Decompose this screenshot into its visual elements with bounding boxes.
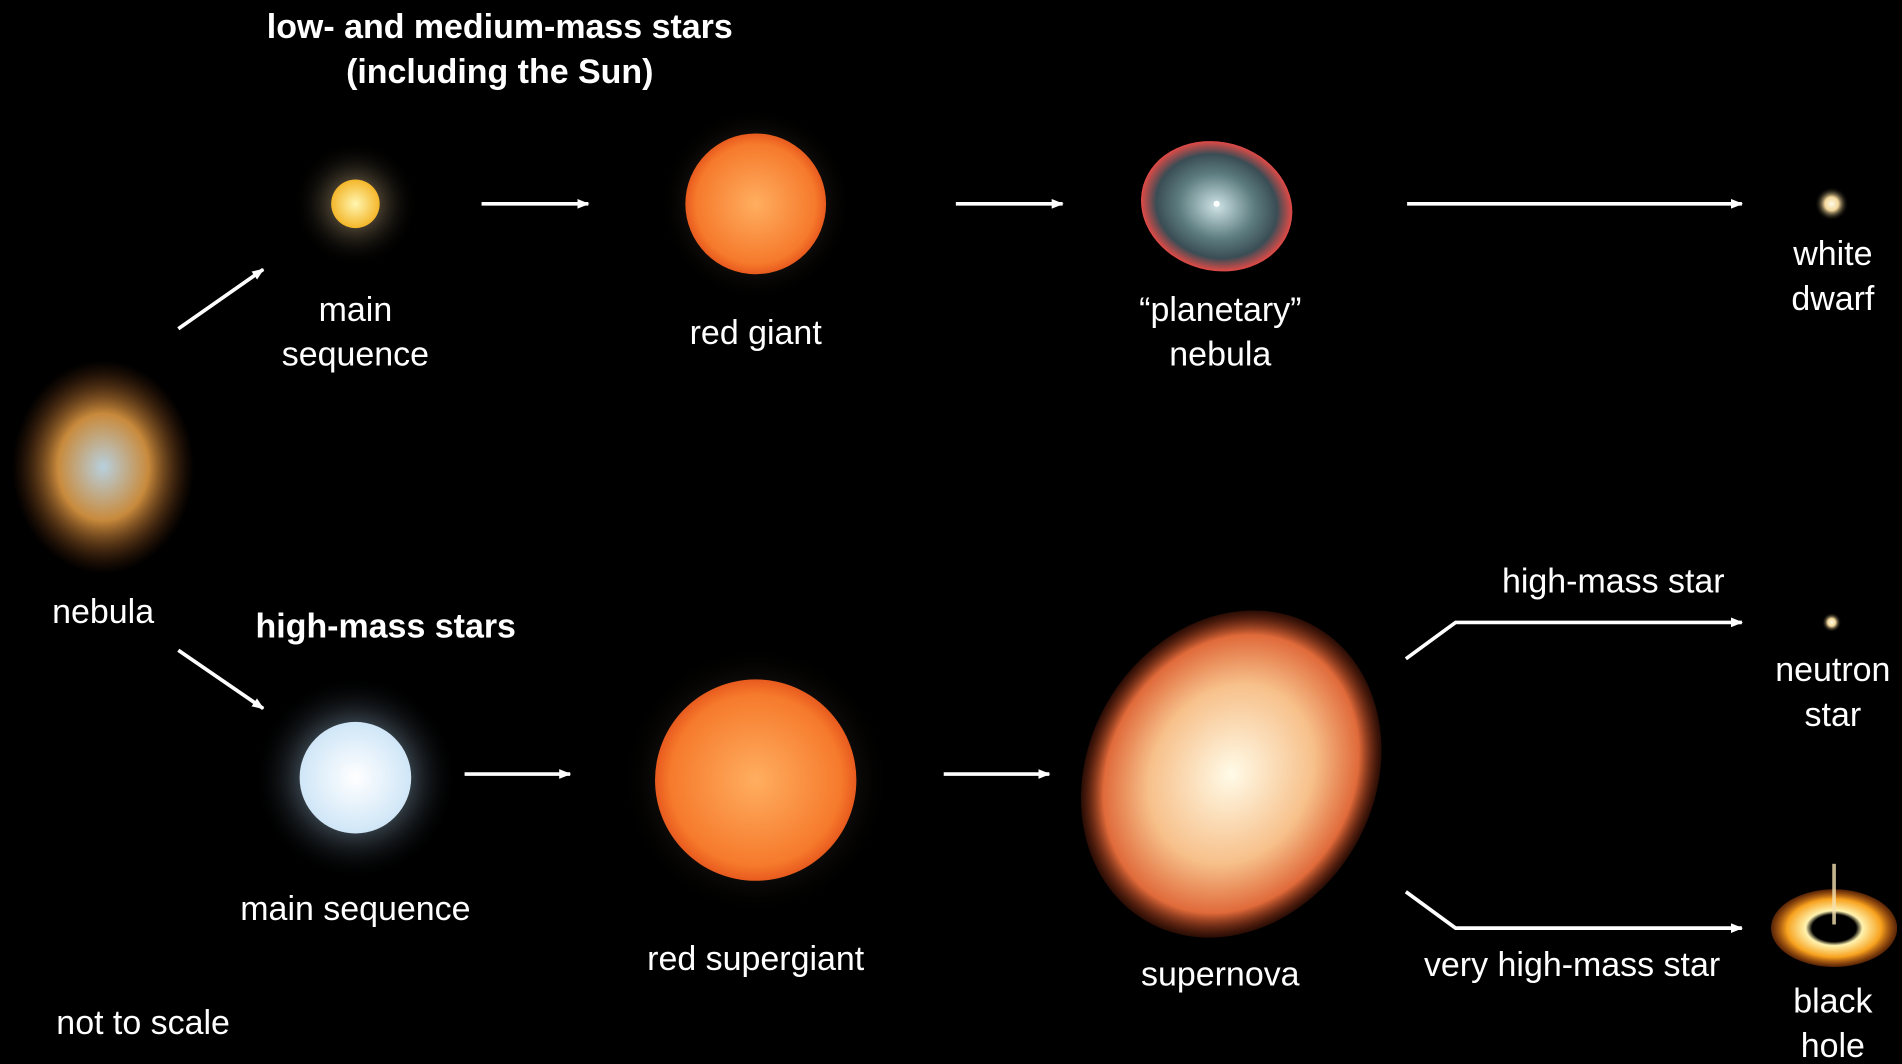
heading: high-mass stars <box>256 607 516 645</box>
node-label: neutron <box>1775 651 1890 689</box>
heading: (including the Sun) <box>346 53 653 91</box>
node-label: main sequence <box>240 890 470 928</box>
node-label: nebula <box>52 593 154 631</box>
node-label: sequence <box>282 336 429 374</box>
artwork <box>12 107 1897 993</box>
node-label: dwarf <box>1791 280 1875 318</box>
node-label: white <box>1792 235 1872 273</box>
node-label: hole <box>1801 1027 1865 1064</box>
node-label: main <box>319 291 393 329</box>
node-label: supernova <box>1141 956 1300 994</box>
branch-label: high-mass star <box>1502 563 1725 601</box>
node-label: red supergiant <box>647 940 865 978</box>
heading: low- and medium-mass stars <box>267 8 733 46</box>
node-label: red giant <box>690 314 823 352</box>
node-label: black <box>1793 982 1873 1020</box>
note: not to scale <box>56 1004 230 1042</box>
node-label: nebula <box>1169 336 1271 374</box>
page: {"headings": {"low_mass": ["low- and med… <box>0 0 1902 1064</box>
node-label: “planetary” <box>1139 291 1301 329</box>
diagram: low- and medium-mass stars (including the… <box>0 0 1902 1064</box>
branch-label: very high-mass star <box>1424 946 1720 984</box>
node-label: star <box>1805 696 1862 734</box>
